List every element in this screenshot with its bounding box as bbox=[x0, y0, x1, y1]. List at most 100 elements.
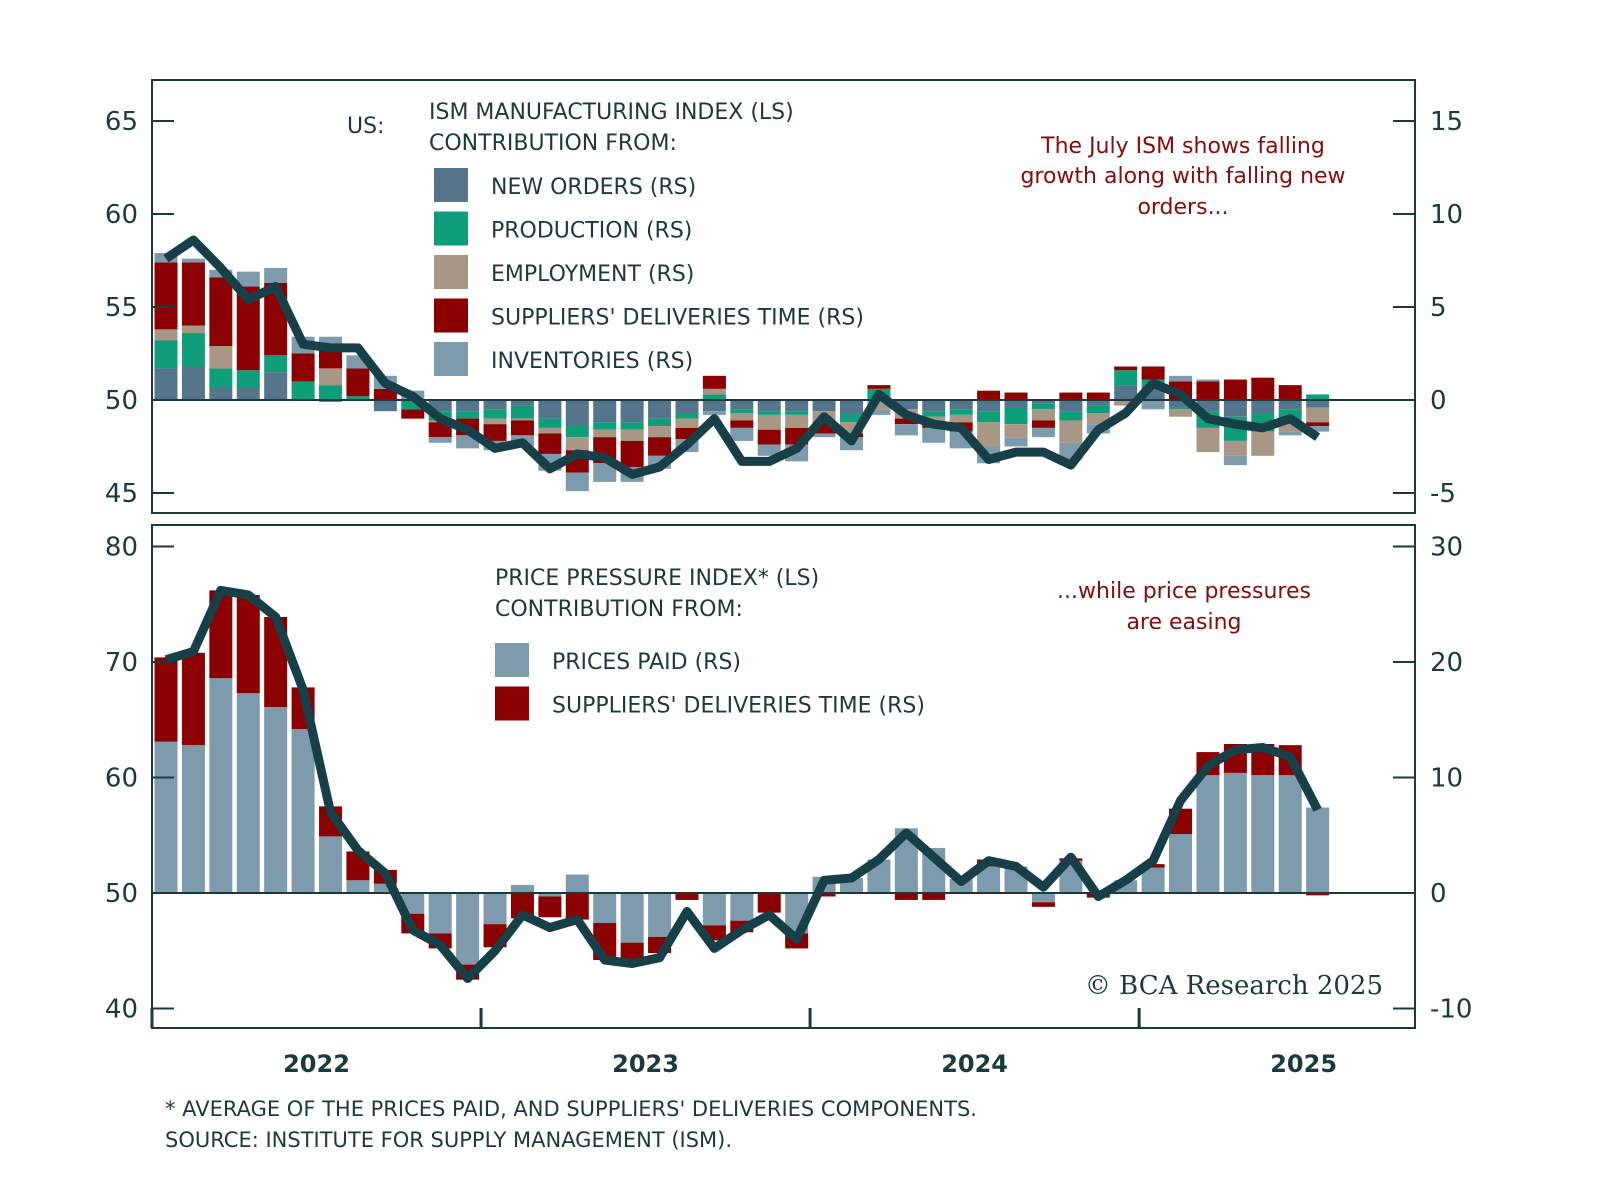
price-pressure-line bbox=[164, 585, 1322, 983]
copyright: © BCA Research 2025 bbox=[1085, 971, 1383, 1001]
top-bar-production-rs bbox=[456, 411, 480, 419]
bottom-bar-prices-paid-rs bbox=[1306, 807, 1330, 893]
top-left-tick-label: 65 bbox=[105, 107, 138, 137]
top-bar-production-rs bbox=[702, 394, 726, 400]
bottom-bar-suppliers-deliveries-time-rs bbox=[675, 893, 699, 900]
legend-label: PRODUCTION (RS) bbox=[491, 219, 692, 244]
top-bar-new-orders-rs bbox=[1196, 400, 1220, 412]
top-bar-suppliers-deliveries-time-rs bbox=[757, 429, 781, 445]
top-bar-suppliers-deliveries-time-rs bbox=[428, 422, 452, 438]
legend-swatch bbox=[495, 643, 529, 677]
top-bar-employment-rs bbox=[1031, 409, 1055, 421]
top-bar-production-rs bbox=[346, 396, 370, 400]
top-bar-suppliers-deliveries-time-rs bbox=[894, 418, 918, 425]
bottom-bar-prices-paid-rs bbox=[1031, 893, 1055, 903]
bottom-bar-prices-paid-rs bbox=[346, 880, 370, 893]
legend-swatch bbox=[434, 168, 468, 202]
top-left-tick-label: 50 bbox=[105, 386, 138, 416]
top-bar-inventories-rs bbox=[730, 427, 754, 441]
bottom-right-tick-label: -10 bbox=[1430, 995, 1472, 1025]
top-bar-new-orders-rs bbox=[1031, 400, 1055, 404]
legend-label: PRICES PAID (RS) bbox=[552, 650, 741, 675]
top-bar-production-rs bbox=[977, 411, 1001, 423]
bottom-bar-prices-paid-rs bbox=[373, 883, 397, 893]
top-bar-inventories-rs bbox=[1278, 431, 1302, 436]
top-bar-employment-rs bbox=[730, 413, 754, 421]
top-bar-new-orders-rs bbox=[620, 400, 644, 423]
top-bar-employment-rs bbox=[1306, 407, 1330, 423]
top-bar-suppliers-deliveries-time-rs bbox=[154, 262, 178, 330]
top-bar-new-orders-rs bbox=[181, 366, 205, 400]
bottom-bar-prices-paid-rs bbox=[565, 874, 589, 893]
top-bar-suppliers-deliveries-time-rs bbox=[209, 277, 233, 347]
top-bar-employment-rs bbox=[510, 418, 534, 421]
top-bar-employment-rs bbox=[154, 329, 178, 341]
bottom-bar-prices-paid-rs bbox=[428, 893, 452, 934]
top-bar-inventories-rs bbox=[1169, 375, 1193, 382]
top-bar-suppliers-deliveries-time-rs bbox=[1114, 366, 1138, 371]
top-right-tick-label: 0 bbox=[1430, 386, 1447, 416]
top-right-tick-label: -5 bbox=[1430, 479, 1456, 509]
top-bar-new-orders-rs bbox=[1114, 385, 1138, 400]
legend-label: INVENTORIES (RS) bbox=[491, 349, 693, 374]
source-note: SOURCE: INSTITUTE FOR SUPPLY MANAGEMENT … bbox=[165, 1128, 732, 1152]
top-bar-employment-rs bbox=[181, 325, 205, 334]
bottom-bar-suppliers-deliveries-time-rs bbox=[510, 893, 534, 919]
bottom-bar-prices-paid-rs bbox=[1196, 775, 1220, 893]
top-bar-inventories-rs bbox=[1223, 455, 1247, 466]
bottom-bar-prices-paid-rs bbox=[620, 893, 644, 943]
top-bar-suppliers-deliveries-time-rs bbox=[977, 390, 1001, 400]
top-left-tick-label: 45 bbox=[105, 479, 138, 509]
top-bar-production-rs bbox=[510, 405, 534, 419]
top-bar-new-orders-rs bbox=[702, 400, 726, 412]
top-bar-new-orders-rs bbox=[565, 400, 589, 427]
bottom-bar-prices-paid-rs bbox=[209, 678, 233, 893]
top-bar-production-rs bbox=[1306, 394, 1330, 400]
bottom-bar-prices-paid-rs bbox=[730, 893, 754, 921]
top-bar-inventories-rs bbox=[1004, 437, 1028, 447]
bottom-bar-prices-paid-rs bbox=[1169, 834, 1193, 893]
top-bar-production-rs bbox=[154, 340, 178, 369]
bottom-bar-prices-paid-rs bbox=[1278, 775, 1302, 893]
top-bar-employment-rs bbox=[1114, 400, 1138, 406]
bottom-bar-suppliers-deliveries-time-rs bbox=[538, 896, 562, 918]
top-bar-suppliers-deliveries-time-rs bbox=[1086, 392, 1110, 400]
bottom-right-tick-label: 10 bbox=[1430, 764, 1463, 794]
top-bar-new-orders-rs bbox=[840, 400, 863, 414]
bottom-bar-prices-paid-rs bbox=[181, 745, 205, 893]
top-bar-new-orders-rs bbox=[456, 400, 480, 412]
top-bar-production-rs bbox=[675, 413, 699, 419]
bottom-bar-prices-paid-rs bbox=[593, 893, 617, 924]
footnote: * AVERAGE OF THE PRICES PAID, AND SUPPLI… bbox=[165, 1097, 977, 1121]
top-bar-production-rs bbox=[785, 411, 809, 415]
top-annotation-line-3: orders... bbox=[1137, 195, 1228, 220]
top-bar-inventories-rs bbox=[812, 433, 836, 438]
top-bar-employment-rs bbox=[1059, 420, 1083, 443]
bottom-right-tick-label: 20 bbox=[1430, 648, 1463, 678]
top-bar-production-rs bbox=[1114, 370, 1138, 386]
bottom-bar-suppliers-deliveries-time-rs bbox=[812, 893, 836, 897]
bottom-annotation-line-1: ...while price pressures bbox=[1057, 579, 1311, 604]
top-bar-suppliers-deliveries-time-rs bbox=[1196, 381, 1220, 400]
bottom-right-tick-label: 30 bbox=[1430, 533, 1463, 563]
top-bar-suppliers-deliveries-time-rs bbox=[1059, 392, 1083, 400]
top-prefix-label: US: bbox=[347, 114, 384, 139]
top-bar-suppliers-deliveries-time-rs bbox=[236, 286, 260, 371]
top-bar-new-orders-rs bbox=[236, 386, 260, 400]
bottom-bar-suppliers-deliveries-time-rs bbox=[1031, 902, 1055, 907]
top-bar-production-rs bbox=[264, 355, 288, 373]
legend-swatch bbox=[434, 298, 468, 333]
top-bar-employment-rs bbox=[1278, 420, 1302, 432]
top-bar-inventories-rs bbox=[181, 258, 205, 263]
top-bar-new-orders-rs bbox=[977, 400, 1001, 412]
bottom-bar-prices-paid-rs bbox=[1141, 867, 1165, 893]
bottom-annotation-line-2: are easing bbox=[1126, 610, 1241, 635]
top-bar-new-orders-rs bbox=[538, 400, 562, 419]
top-bar-new-orders-rs bbox=[1223, 400, 1247, 417]
bottom-left-tick-label: 70 bbox=[105, 648, 138, 678]
top-bar-suppliers-deliveries-time-rs bbox=[675, 427, 699, 440]
top-bar-inventories-rs bbox=[428, 437, 452, 443]
top-bar-suppliers-deliveries-time-rs bbox=[538, 433, 562, 454]
top-bar-new-orders-rs bbox=[1004, 400, 1028, 408]
top-title-line-2: CONTRIBUTION FROM: bbox=[429, 131, 677, 156]
